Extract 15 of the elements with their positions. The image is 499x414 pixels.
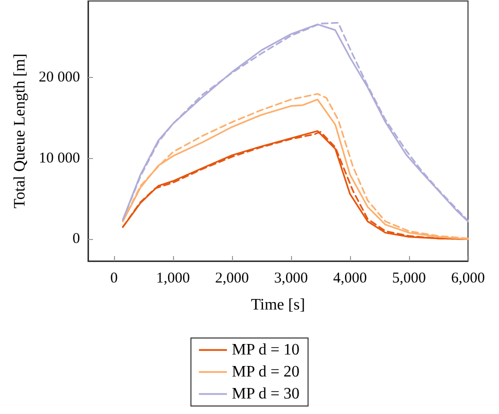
x-tick-label: 0 bbox=[110, 270, 118, 286]
x-tick-label: 5,000 bbox=[392, 270, 426, 286]
legend-label: MP d = 20 bbox=[232, 364, 300, 380]
x-tick-label: 3,000 bbox=[274, 270, 308, 286]
x-tick-label: 4,000 bbox=[333, 270, 367, 286]
x-axis-title: Time [s] bbox=[250, 296, 306, 314]
x-tick-label: 1,000 bbox=[156, 270, 190, 286]
legend-label: MP d = 30 bbox=[232, 386, 300, 402]
y-tick-label: 20 000 bbox=[38, 70, 80, 86]
y-tick-label: 10 000 bbox=[38, 150, 80, 166]
y-tick-label: 0 bbox=[72, 231, 80, 248]
legend-label: MP d = 10 bbox=[232, 342, 300, 358]
x-tick-label: 6,000 bbox=[451, 270, 485, 286]
y-axis-title: Total Queue Length [m] bbox=[11, 54, 28, 208]
x-tick-label: 2,000 bbox=[215, 270, 249, 286]
